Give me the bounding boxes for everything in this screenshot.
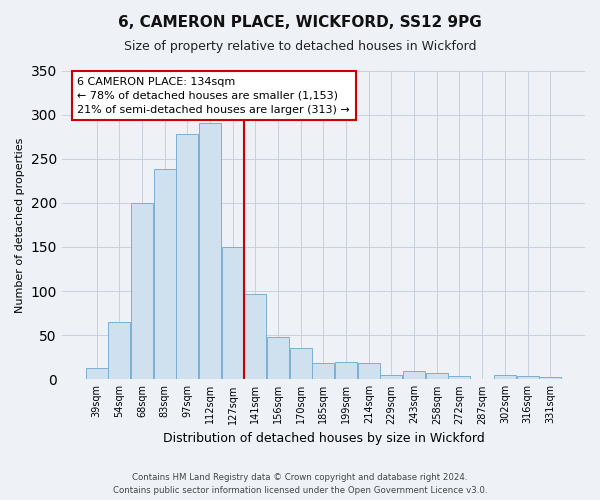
- Bar: [335, 362, 357, 380]
- Text: 6 CAMERON PLACE: 134sqm
← 78% of detached houses are smaller (1,153)
21% of semi: 6 CAMERON PLACE: 134sqm ← 78% of detache…: [77, 76, 350, 114]
- Bar: [267, 337, 289, 380]
- Bar: [199, 124, 221, 380]
- Bar: [403, 372, 425, 380]
- Bar: [313, 362, 334, 380]
- Bar: [221, 247, 244, 380]
- Bar: [539, 376, 561, 380]
- Bar: [426, 373, 448, 380]
- Bar: [108, 322, 130, 380]
- Bar: [448, 376, 470, 380]
- Y-axis label: Number of detached properties: Number of detached properties: [15, 137, 25, 312]
- Bar: [358, 362, 380, 380]
- X-axis label: Distribution of detached houses by size in Wickford: Distribution of detached houses by size …: [163, 432, 484, 445]
- Text: Contains HM Land Registry data © Crown copyright and database right 2024.
Contai: Contains HM Land Registry data © Crown c…: [113, 473, 487, 495]
- Bar: [154, 170, 176, 380]
- Bar: [290, 348, 312, 380]
- Bar: [176, 134, 199, 380]
- Bar: [494, 375, 516, 380]
- Bar: [517, 376, 539, 380]
- Bar: [380, 375, 403, 380]
- Text: 6, CAMERON PLACE, WICKFORD, SS12 9PG: 6, CAMERON PLACE, WICKFORD, SS12 9PG: [118, 15, 482, 30]
- Text: Size of property relative to detached houses in Wickford: Size of property relative to detached ho…: [124, 40, 476, 53]
- Bar: [244, 294, 266, 380]
- Bar: [131, 203, 153, 380]
- Bar: [86, 368, 107, 380]
